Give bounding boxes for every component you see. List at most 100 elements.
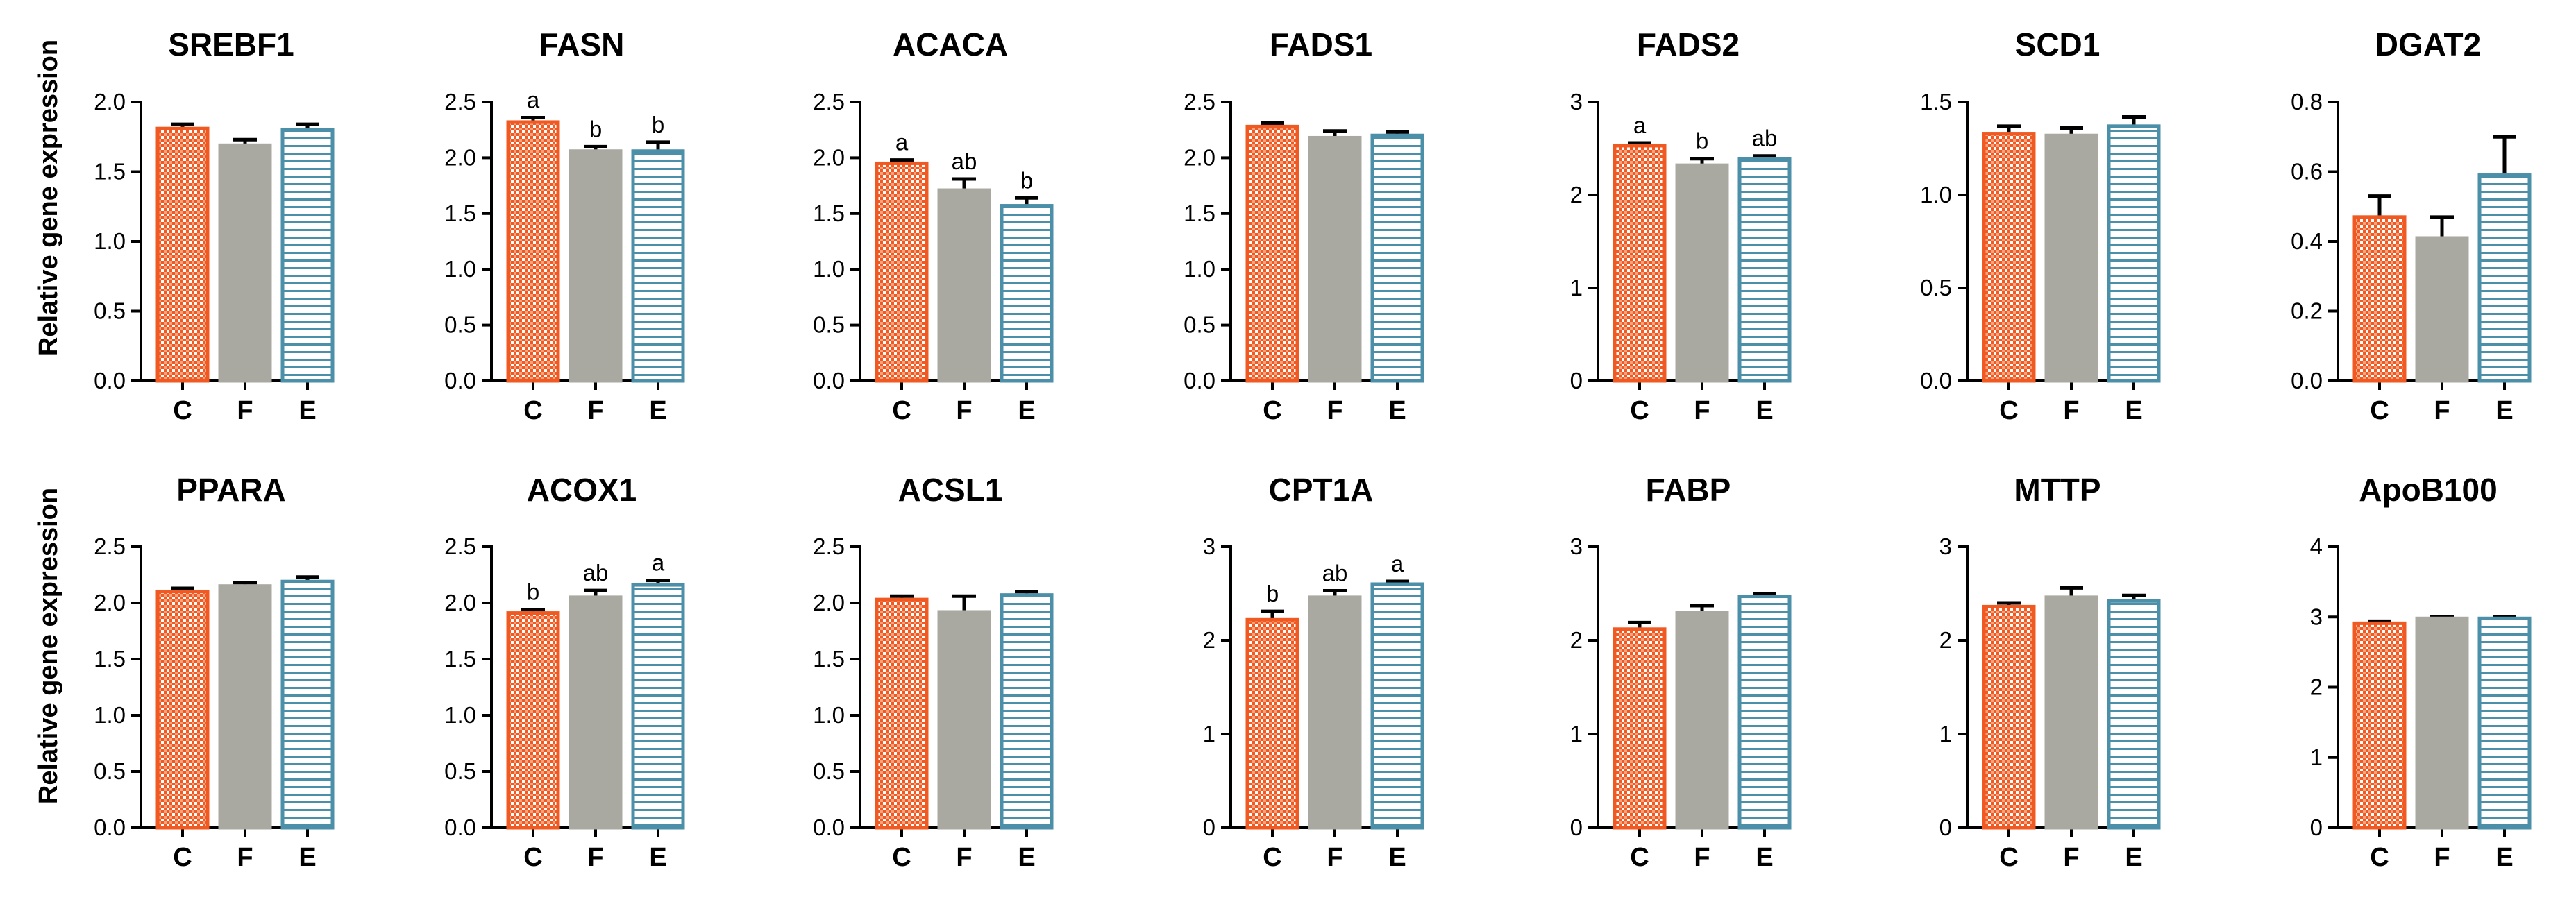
y-tick-label: 2.0 bbox=[1184, 144, 1215, 170]
significance-label: b bbox=[652, 112, 664, 137]
panel-title: FADS1 bbox=[1270, 26, 1372, 62]
y-tick-label: 1.5 bbox=[1184, 201, 1215, 226]
y-tick-label: 0.0 bbox=[1920, 368, 1952, 393]
significance-label: ab bbox=[583, 560, 609, 586]
y-tick-label: 0.0 bbox=[2291, 368, 2323, 393]
bar-C bbox=[875, 161, 929, 383]
category-label: C bbox=[523, 843, 542, 872]
panel-title: DGAT2 bbox=[2375, 26, 2482, 62]
panel-title: ACOX1 bbox=[527, 472, 637, 508]
bar-E bbox=[631, 149, 685, 383]
bar-F bbox=[1675, 611, 1729, 830]
panel-fads1: FADS1 0.0 0.5 1.0 1.5 2.0 2.5 C F E bbox=[1184, 26, 1424, 425]
category-label: E bbox=[2125, 396, 2142, 425]
panel-fads2: FADS2 0 1 2 3 Ca Fb Eab bbox=[1570, 26, 1792, 425]
significance-label: b bbox=[1696, 128, 1708, 154]
y-tick-label: 2 bbox=[1203, 627, 1215, 653]
y-tick-label: 1.0 bbox=[444, 702, 476, 728]
category-label: C bbox=[1999, 396, 2018, 425]
y-tick-label: 2.5 bbox=[94, 534, 126, 559]
category-label: F bbox=[237, 396, 253, 425]
y-tick-label: 1.5 bbox=[94, 646, 126, 672]
panel-title: ApoB100 bbox=[2359, 472, 2497, 508]
bar-C bbox=[506, 611, 560, 830]
bar-F bbox=[569, 149, 623, 383]
panel-title: MTTP bbox=[2014, 472, 2101, 508]
category-label: E bbox=[1756, 396, 1773, 425]
category-label: F bbox=[956, 843, 972, 872]
panel-mttp: MTTP 0 1 2 3 C F E bbox=[1939, 472, 2161, 872]
category-label: C bbox=[892, 843, 911, 872]
y-tick-label: 1.5 bbox=[1920, 89, 1952, 114]
y-axis-label: Relative gene expression bbox=[34, 40, 63, 356]
y-tick-label: 1.0 bbox=[94, 702, 126, 728]
y-tick-label: 0 bbox=[1570, 815, 1583, 840]
category-label: E bbox=[1388, 843, 1406, 872]
category-label: C bbox=[173, 843, 192, 872]
y-tick-label: 2.5 bbox=[444, 89, 476, 114]
bar-F bbox=[2044, 595, 2098, 830]
bar-F bbox=[1675, 163, 1729, 383]
panel-title: CPT1A bbox=[1269, 472, 1374, 508]
y-tick-label: 2 bbox=[1570, 182, 1583, 207]
category-label: C bbox=[523, 396, 542, 425]
y-tick-label: 0.5 bbox=[94, 758, 126, 784]
category-label: E bbox=[649, 843, 666, 872]
category-label: F bbox=[237, 843, 253, 872]
y-tick-label: 0 bbox=[1939, 815, 1952, 840]
y-tick-label: 2.0 bbox=[94, 590, 126, 615]
category-label: C bbox=[1263, 396, 1281, 425]
category-label: E bbox=[2125, 843, 2142, 872]
panels: SREBF1 0.0 0.5 1.0 1.5 2.0 C F E FASN 0.0 0.5 1.0 1.5… bbox=[94, 26, 2532, 872]
bar-E bbox=[631, 583, 685, 830]
y-tick-label: 0 bbox=[2310, 815, 2323, 840]
panel-title: ACACA bbox=[893, 26, 1008, 62]
y-tick-label: 3 bbox=[1939, 534, 1952, 559]
bar-E bbox=[2107, 124, 2161, 383]
y-tick-label: 1 bbox=[1203, 721, 1215, 747]
y-tick-label: 0.8 bbox=[2291, 89, 2323, 114]
category-label: C bbox=[173, 396, 192, 425]
category-label: C bbox=[1263, 843, 1281, 872]
bar-E bbox=[1370, 582, 1424, 830]
y-tick-label: 0.5 bbox=[94, 298, 126, 324]
category-label: E bbox=[298, 843, 316, 872]
category-label: E bbox=[1388, 396, 1406, 425]
y-tick-label: 1.0 bbox=[813, 702, 845, 728]
bar-E bbox=[280, 579, 335, 830]
y-axis-label: Relative gene expression bbox=[34, 488, 63, 804]
y-tick-label: 1 bbox=[1570, 275, 1583, 300]
bar-C bbox=[2352, 215, 2407, 383]
y-tick-label: 1.5 bbox=[444, 201, 476, 226]
y-tick-label: 1.0 bbox=[444, 256, 476, 282]
category-label: E bbox=[2495, 396, 2513, 425]
y-tick-label: 0.5 bbox=[813, 312, 845, 338]
y-tick-label: 0.5 bbox=[444, 312, 476, 338]
y-tick-label: 0.0 bbox=[813, 815, 845, 840]
y-tick-label: 2.5 bbox=[813, 89, 845, 114]
bar-E bbox=[1370, 133, 1424, 383]
panel-acaca: ACACA 0.0 0.5 1.0 1.5 2.0 2.5 Ca Fab Eb bbox=[813, 26, 1054, 425]
y-tick-label: 0.4 bbox=[2291, 228, 2323, 254]
bar-F bbox=[218, 584, 272, 830]
y-tick-label: 0.5 bbox=[1184, 312, 1215, 338]
y-tick-label: 0 bbox=[1203, 815, 1215, 840]
bar-F bbox=[937, 610, 991, 830]
y-tick-label: 1.5 bbox=[813, 201, 845, 226]
y-tick-label: 1.5 bbox=[813, 646, 845, 672]
y-tick-label: 1.0 bbox=[1920, 182, 1952, 207]
y-tick-label: 4 bbox=[2310, 534, 2323, 559]
y-axis-label-bottom: Relative gene expression bbox=[34, 488, 63, 804]
category-label: C bbox=[892, 396, 911, 425]
category-label: F bbox=[1694, 843, 1710, 872]
significance-label: a bbox=[1391, 551, 1404, 577]
bar-C bbox=[1613, 627, 1667, 830]
panel-title: FADS2 bbox=[1637, 26, 1740, 62]
category-label: E bbox=[649, 396, 666, 425]
bar-C bbox=[875, 597, 929, 830]
bar-F bbox=[569, 595, 623, 830]
panel-dgat2: DGAT2 0.0 0.2 0.4 0.6 0.8 C F E bbox=[2291, 26, 2532, 425]
y-tick-label: 2.0 bbox=[813, 144, 845, 170]
significance-label: a bbox=[1633, 112, 1647, 138]
bar-E bbox=[1737, 595, 1792, 830]
